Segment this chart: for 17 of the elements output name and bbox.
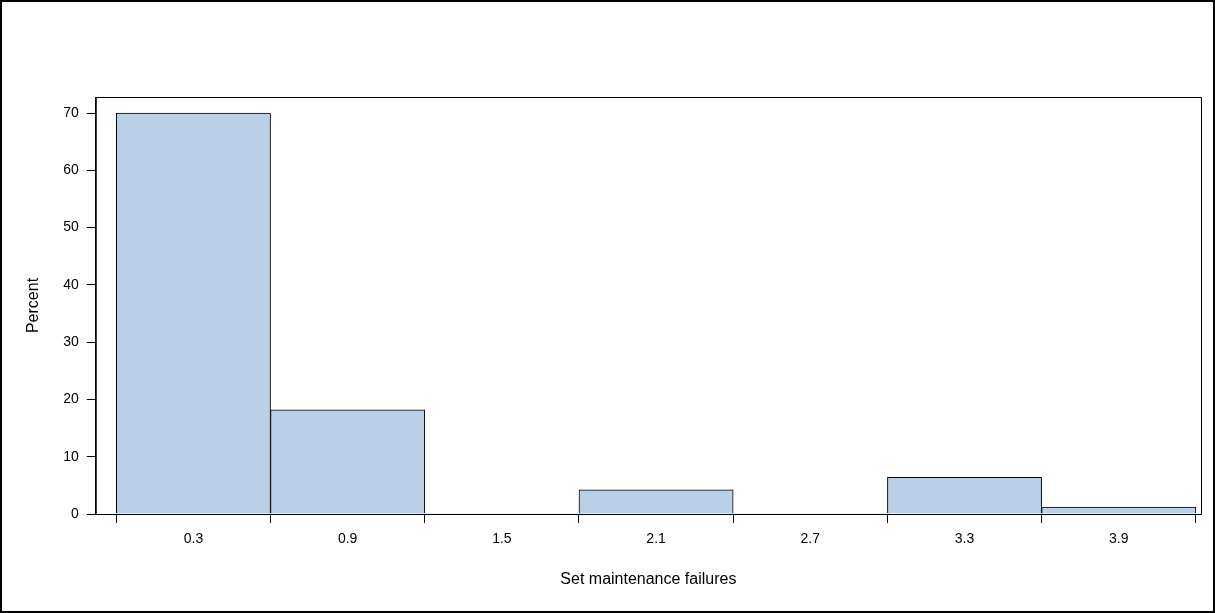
x-tick-label: 0.3 bbox=[183, 530, 204, 547]
x-tick-label: 3.3 bbox=[954, 530, 975, 547]
y-axis-title: Percent bbox=[24, 277, 42, 334]
x-tick-label: 1.5 bbox=[492, 530, 512, 547]
y-tick-label: 30 bbox=[63, 333, 79, 350]
y-tick-label: 10 bbox=[63, 447, 79, 464]
x-tick-label: 2.7 bbox=[800, 530, 821, 547]
y-tick-label: 0 bbox=[70, 504, 79, 521]
y-tick-label: 20 bbox=[63, 390, 79, 407]
y-tick-label: 60 bbox=[63, 161, 79, 178]
y-tick-label: 40 bbox=[63, 275, 79, 292]
y-tick-label: 50 bbox=[63, 218, 79, 235]
x-tick-label: 0.9 bbox=[337, 530, 358, 547]
y-tick-label: 70 bbox=[63, 103, 79, 120]
x-tick-label: 3.9 bbox=[1109, 530, 1129, 547]
x-tick-label: 2.1 bbox=[646, 530, 667, 547]
x-axis-title: Set maintenance failures bbox=[560, 569, 737, 587]
